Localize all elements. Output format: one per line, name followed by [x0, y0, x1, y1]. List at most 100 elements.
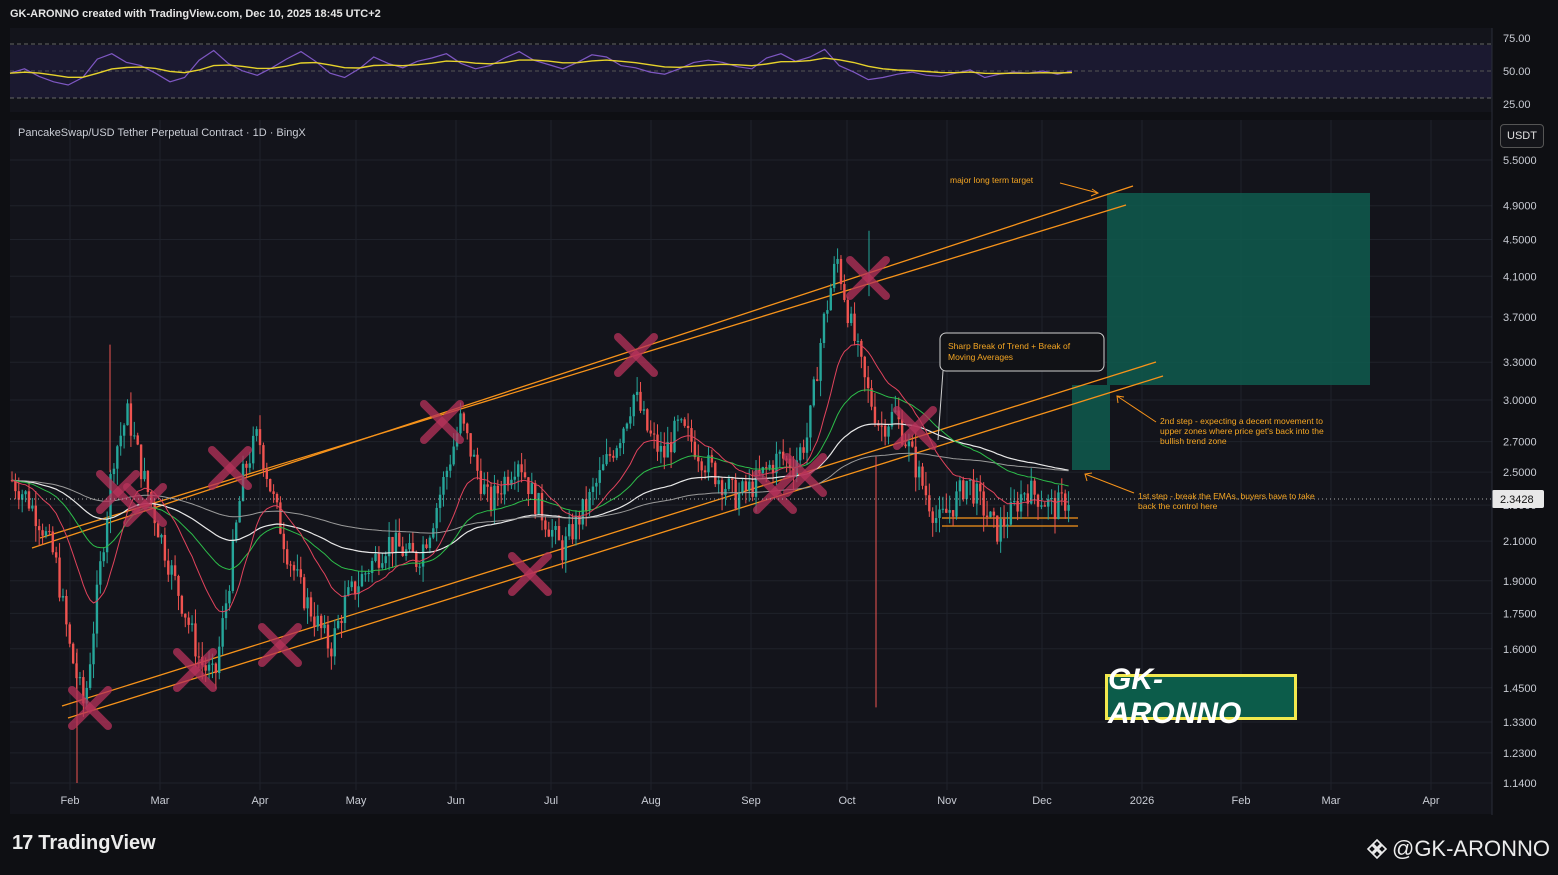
candle-body [252, 435, 255, 464]
time-tick: Jun [447, 795, 465, 807]
pivot-x-marker [96, 470, 140, 514]
candle-body [989, 511, 992, 517]
candle-body [364, 573, 367, 575]
time-tick: Mar [151, 795, 170, 807]
annotation-break-1: Sharp Break of Trend + Break of [948, 341, 1071, 351]
candle-body [948, 510, 951, 513]
currency-button[interactable]: USDT [1500, 124, 1544, 148]
candle-body [513, 476, 517, 480]
candle-body [173, 565, 177, 576]
time-tick: Apr [251, 795, 268, 807]
candle-body [815, 379, 819, 381]
candle-body [741, 481, 744, 493]
candle-body [428, 537, 432, 548]
price-tick: 4.9000 [1503, 201, 1537, 213]
time-tick: Mar [1322, 795, 1341, 807]
candle-body [639, 391, 642, 411]
candle-body [496, 485, 500, 494]
candle-body [731, 478, 734, 480]
candle-body [1006, 524, 1009, 527]
time-tick: Feb [1232, 795, 1251, 807]
candle-body [863, 356, 866, 378]
candle-body [68, 624, 71, 644]
candle-body [744, 481, 748, 491]
rsi-band [10, 45, 1492, 98]
candle-body [887, 426, 890, 437]
candle-body [1040, 505, 1043, 507]
pivot-x-marker [614, 333, 658, 377]
candle-body [218, 646, 221, 674]
candle-body [292, 565, 296, 571]
candle-body [20, 494, 24, 500]
candle-body [336, 620, 340, 629]
candle-body [459, 413, 462, 434]
annotation-target: major long term target [950, 175, 1034, 185]
candle-body [972, 479, 975, 504]
candle-body [1043, 505, 1047, 507]
candle-body [143, 470, 146, 480]
candle-body [466, 423, 469, 434]
candle-body [95, 584, 99, 634]
candle-body [659, 445, 663, 452]
tradingview-logo[interactable]: 17 TradingView [12, 832, 156, 855]
candle-body [534, 483, 537, 515]
candle-body [982, 491, 985, 516]
pivot-markers [68, 256, 937, 730]
candle-body [360, 574, 364, 587]
ema-mid-line [11, 389, 1069, 572]
candle-body [618, 443, 622, 449]
candle-body [751, 481, 754, 497]
candle-body [591, 486, 595, 492]
candle-body [717, 480, 720, 485]
candle-body [581, 499, 584, 525]
candle-body [27, 491, 31, 509]
candle-body [856, 340, 860, 342]
handle-text: @GK-ARONNO [1391, 836, 1550, 861]
credit-text: GK-ARONNO created with TradingView.com, … [10, 8, 381, 20]
candle-body [737, 492, 741, 509]
candle-body [387, 536, 391, 557]
candle-body [578, 515, 581, 525]
arrow-step2-head [1116, 395, 1125, 404]
candle-body [163, 534, 167, 561]
candle-body [377, 553, 381, 568]
candle-body [775, 453, 778, 474]
candle-body [530, 483, 534, 495]
time-tick: Jul [544, 795, 558, 807]
time-tick: Dec [1032, 795, 1052, 807]
candle-body [489, 486, 493, 511]
candle-body [78, 677, 82, 679]
candle-body [829, 288, 832, 311]
candle-body [849, 313, 853, 324]
candle-body [71, 643, 75, 664]
price-tick: 1.3300 [1503, 717, 1537, 729]
candle-body [601, 464, 605, 471]
candle-body [819, 343, 822, 381]
candle-body [724, 488, 727, 496]
candle-body [588, 491, 591, 511]
pivot-x-marker [123, 483, 167, 527]
candle-body [418, 566, 421, 568]
author-handle[interactable]: @GK-ARONNO [1366, 836, 1550, 862]
candle-body [17, 491, 20, 500]
candle-body [612, 455, 615, 458]
candle-body [238, 501, 241, 523]
candle-body [299, 569, 302, 578]
candle-body [822, 313, 826, 344]
price-tick: 1.6000 [1503, 644, 1537, 656]
candle-body [547, 529, 550, 537]
pivot-x-marker [893, 406, 937, 450]
chart-canvas[interactable]: 75.00 50.00 25.00 PancakeSwap/USD Tether… [0, 0, 1558, 815]
candle-body [394, 532, 398, 554]
candle-body [421, 544, 425, 567]
candle-body [720, 480, 724, 496]
candle-body [924, 485, 928, 496]
candle-body [1060, 492, 1064, 494]
candle-body [265, 469, 269, 479]
candle-body [1013, 500, 1016, 503]
candle-body [493, 485, 496, 511]
candle-body [272, 491, 275, 494]
candle-body [221, 618, 224, 647]
candle-body [180, 595, 184, 614]
candle-body [401, 546, 404, 556]
